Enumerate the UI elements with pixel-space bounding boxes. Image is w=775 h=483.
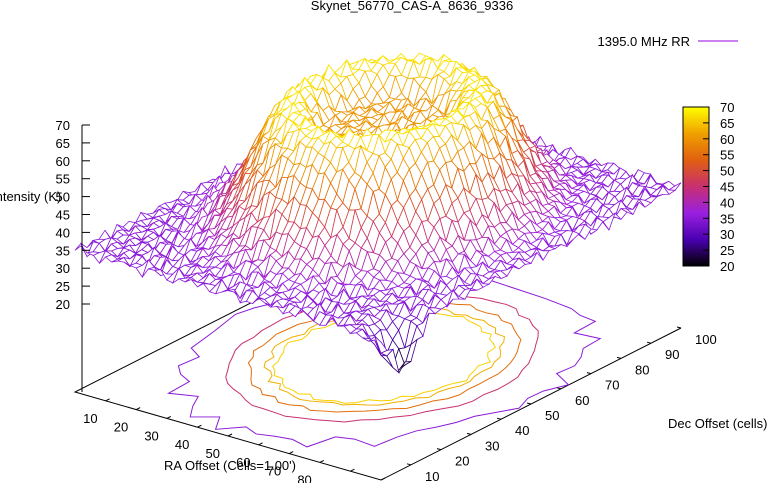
x-tick-mark [227,433,233,437]
contour-line [166,265,602,448]
x-tick-label: 20 [114,420,128,435]
surface-cell [374,336,388,354]
y-tick-mark [556,387,562,390]
y-tick-mark [526,402,532,405]
y-tick-label: 100 [695,332,717,347]
z-tick-label: 60 [56,154,70,169]
z-tick-label: 35 [56,243,70,258]
x-tick-mark [258,442,263,446]
z-tick-label: 30 [56,261,70,276]
colorbar-tick-label: 20 [720,259,734,274]
z-axis-label: Intensity (K) [0,189,61,204]
y-tick-mark [616,356,622,359]
x-tick-label: 50 [206,446,220,461]
z-tick-label: 65 [56,136,70,151]
contour-line [263,307,505,406]
y-axis: 10 20 30 40 50 60 70 80 90 100 [406,326,717,483]
surface-mesh [74,52,682,374]
x-tick-label: 10 [83,411,97,426]
contour-line [272,310,496,404]
y-tick-mark [676,326,682,329]
x-tick-mark [135,407,141,411]
y-tick-label: 10 [425,469,439,483]
y-axis-label: Dec Offset (cells) [668,416,767,431]
colorbar-tick-label: 60 [720,132,734,147]
z-tick-label: 25 [56,279,70,294]
x-tick-mark [105,398,110,402]
y-tick-label: 40 [515,423,529,438]
colorbar-tick-label: 70 [720,100,734,115]
y-tick-mark [466,432,472,435]
x-tick-label: 90 [328,481,342,483]
y-tick-mark [406,463,412,466]
x-tick-mark [350,468,355,472]
x-tick-mark [380,477,386,481]
y-tick-label: 80 [635,362,649,377]
y-tick-mark [496,417,502,420]
x-tick-label: 40 [175,437,189,452]
colorbar-tick-label: 65 [720,116,734,131]
x-tick-mark [197,424,202,428]
x-axis-label: RA Offset (Cells=1.00') [164,458,296,473]
z-tick-label: 20 [56,297,70,312]
y-tick-mark [646,341,652,344]
x-tick-mark [166,415,172,419]
legend-label: 1395.0 MHz RR [598,34,690,49]
y-tick-label: 60 [575,393,589,408]
z-tick-label: 55 [56,172,70,187]
y-tick-label: 90 [665,347,679,362]
contour-lines [166,265,602,448]
x-tick-label: 30 [144,428,158,443]
z-tick-label: 45 [56,208,70,223]
colorbar-tick-label: 50 [720,164,734,179]
x-tick-label: 80 [297,472,311,483]
z-tick-label: 40 [56,225,70,240]
y-tick-label: 30 [485,438,499,453]
colorbar-tick-label: 55 [720,148,734,163]
contour-line [225,291,539,423]
legend: 1395.0 MHz RR [598,34,738,49]
z-tick-label: 50 [56,190,70,205]
chart-title: Skynet_56770_CAS-A_8636_9336 [311,0,513,13]
y-tick-label: 50 [545,408,559,423]
y-tick-mark [436,448,442,451]
colorbar-tick-label: 30 [720,227,734,242]
x-tick-mark [288,451,294,455]
x-tick-label: 70 [267,464,281,479]
y-tick-label: 70 [605,378,619,393]
colorbar-tick-label: 25 [720,243,734,258]
z-tick-label: 70 [56,118,70,133]
x-tick-mark [319,459,325,463]
colorbar-tick-label: 45 [720,180,734,195]
y-tick-mark [586,372,592,375]
x-tick-label: 60 [236,455,250,470]
colorbar-tick-label: 40 [720,195,734,210]
contour-line [247,301,522,413]
z-axis: 20 25 30 35 40 45 50 55 60 65 70 [56,118,90,392]
colorbar-tick-label: 35 [720,211,734,226]
y-tick-label: 20 [455,454,469,469]
